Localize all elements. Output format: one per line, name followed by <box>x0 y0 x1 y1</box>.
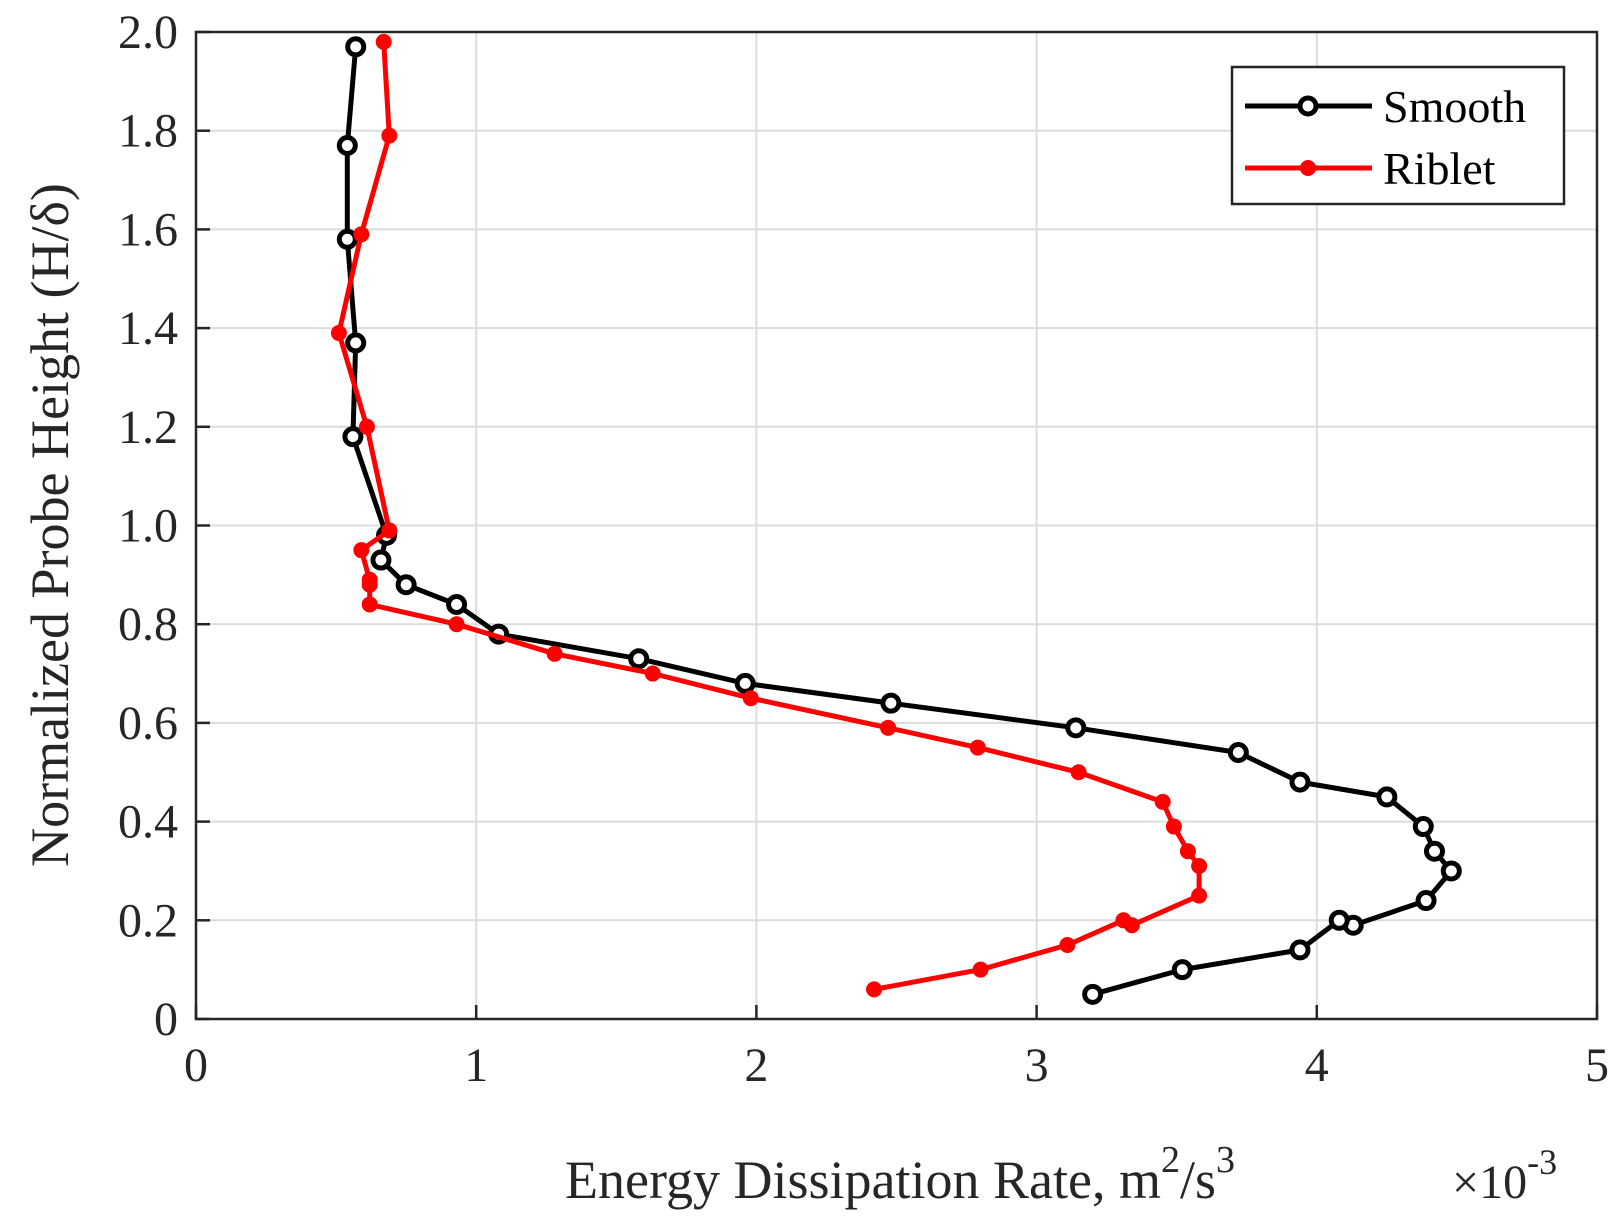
data-point-smooth <box>342 426 364 448</box>
data-point-riblet <box>361 596 378 613</box>
data-point-smooth <box>734 672 756 694</box>
data-point-riblet <box>381 522 398 539</box>
x-tick-label: 4 <box>1305 1039 1329 1092</box>
data-point-smooth <box>345 36 367 58</box>
data-point-riblet <box>353 226 370 243</box>
data-point-riblet <box>1191 887 1208 904</box>
data-point-riblet <box>1154 793 1171 810</box>
data-point-riblet <box>969 739 986 756</box>
y-tick-label: 2.0 <box>118 6 178 59</box>
x-tick-label: 2 <box>744 1039 768 1092</box>
legend-riblet-label: Riblet <box>1383 143 1496 194</box>
data-point-smooth <box>1440 860 1462 882</box>
legend-smooth-marker <box>1297 95 1319 117</box>
data-point-smooth <box>1065 717 1087 739</box>
data-point-smooth <box>880 692 902 714</box>
x-tick-label: 0 <box>184 1039 208 1092</box>
y-axis-title: Normalized Probe Height (H/δ) <box>20 183 80 867</box>
data-point-riblet <box>546 645 563 662</box>
data-point-smooth <box>370 549 392 571</box>
data-point-riblet <box>1115 912 1132 929</box>
data-point-smooth <box>1423 840 1445 862</box>
ticks: 0 1 2 3 4 5 0 0.2 0.4 0.6 0.8 1.0 1.2 1.4 1.6 1.8 2.0 <box>118 6 1609 1092</box>
data-point-smooth <box>446 593 468 615</box>
data-point-riblet <box>972 961 989 978</box>
x-tick-label: 5 <box>1585 1039 1609 1092</box>
y-tick-label: 0 <box>154 993 178 1046</box>
y-tick-label: 0.8 <box>118 598 178 651</box>
data-point-riblet <box>358 418 375 435</box>
y-tick-label: 0.2 <box>118 894 178 947</box>
data-point-riblet <box>375 33 392 50</box>
y-tick-label: 1.4 <box>118 302 178 355</box>
data-point-smooth <box>1227 742 1249 764</box>
data-point-riblet <box>1165 818 1182 835</box>
data-point-smooth <box>628 648 650 670</box>
x-tick-label: 1 <box>464 1039 488 1092</box>
legend-riblet-marker <box>1300 160 1316 176</box>
data-point-riblet <box>1070 764 1087 781</box>
data-point-riblet <box>742 690 759 707</box>
data-point-smooth <box>1171 959 1193 981</box>
data-point-smooth <box>1412 816 1434 838</box>
x-axis-title: Energy Dissipation Rate, m2/s3 <box>565 1139 1235 1210</box>
y-tick-label: 1.2 <box>118 401 178 454</box>
y-tick-label: 1.8 <box>118 105 178 158</box>
series-line-smooth <box>344 46 1454 997</box>
data-point-riblet <box>1179 843 1196 860</box>
data-point-smooth <box>336 228 358 250</box>
y-tick-label: 1.0 <box>118 500 178 553</box>
data-point-riblet <box>448 616 465 633</box>
x-axis-multiplier: ×10-3 <box>1452 1142 1557 1209</box>
data-point-smooth <box>336 135 358 157</box>
legend-smooth-label: Smooth <box>1383 81 1526 132</box>
data-point-riblet <box>381 127 398 144</box>
x-tick-label: 3 <box>1025 1039 1049 1092</box>
legend[interactable]: Smooth Riblet <box>1230 65 1566 206</box>
series <box>330 33 1462 1005</box>
data-point-riblet <box>1191 858 1208 875</box>
y-tick-label: 0.4 <box>118 796 178 849</box>
data-point-smooth <box>1415 890 1437 912</box>
data-point-smooth <box>345 332 367 354</box>
data-point-riblet <box>866 981 883 998</box>
data-point-smooth <box>1289 771 1311 793</box>
data-point-smooth <box>1328 909 1350 931</box>
y-tick-label: 1.6 <box>118 203 178 256</box>
data-point-riblet <box>644 665 661 682</box>
data-point-riblet <box>1059 936 1076 953</box>
data-point-smooth <box>1376 786 1398 808</box>
data-point-riblet <box>330 325 347 342</box>
y-tick-label: 0.6 <box>118 697 178 750</box>
data-point-riblet <box>880 719 897 736</box>
legend-box <box>1230 65 1566 206</box>
data-point-smooth <box>395 574 417 596</box>
data-point-riblet <box>361 576 378 593</box>
data-point-smooth <box>1082 983 1104 1005</box>
series-line-riblet <box>336 41 1202 992</box>
data-point-smooth <box>1289 939 1311 961</box>
data-point-riblet <box>353 542 370 559</box>
